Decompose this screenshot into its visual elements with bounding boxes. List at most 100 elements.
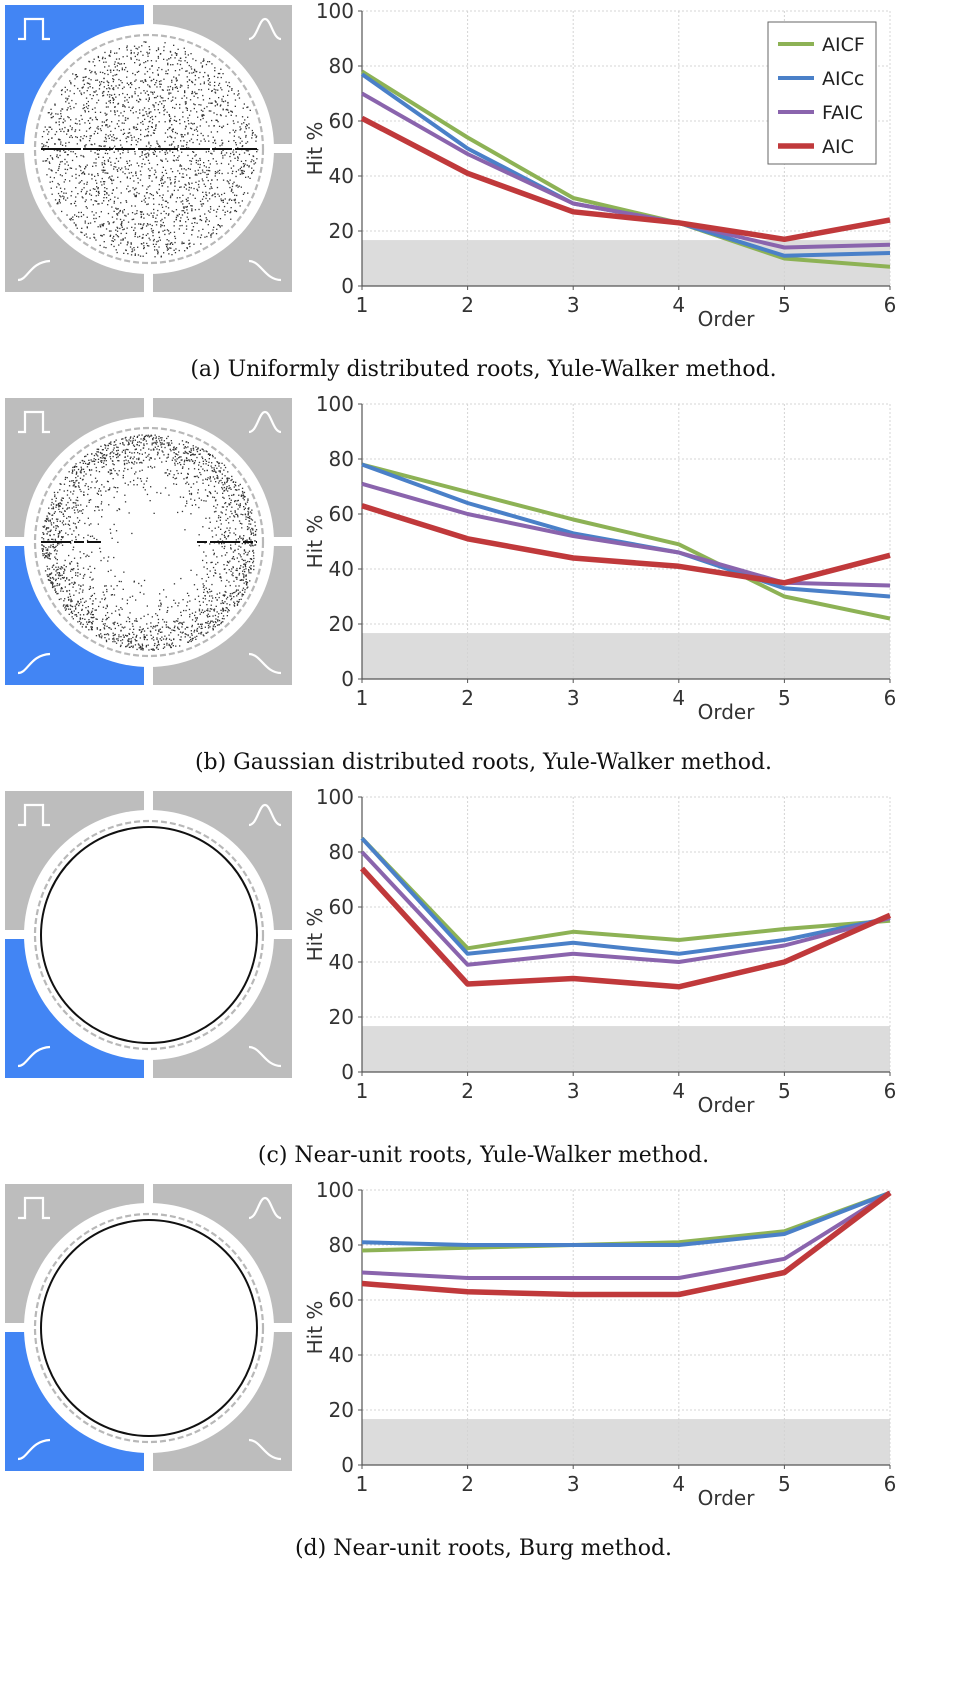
panel-graphics: 0 20 40 60 80 100 1 2 3 4 5 6 Order Hit % AICF AICc FAIC… [5, 0, 896, 331]
y-tick-label: 0 [341, 667, 354, 691]
series-line-faic [361, 1191, 892, 1280]
unit-circle-backdrop [24, 810, 274, 1060]
bell-curve-path [248, 1196, 282, 1220]
unit-circle-outline [33, 819, 265, 1051]
bell-curve-path [248, 410, 282, 434]
s-curve-icon [17, 259, 51, 282]
x-tick-label: 2 [461, 1079, 474, 1103]
half-bell-icon [248, 1438, 282, 1461]
rect-pulse-path [18, 803, 50, 827]
y-tick-label: 80 [329, 447, 354, 471]
legend-label-faic: FAIC [822, 102, 863, 124]
y-tick-label: 40 [329, 164, 354, 188]
series-line-faic [361, 91, 891, 250]
y-tick-label: 60 [329, 109, 354, 133]
unit-circle-outline [33, 426, 265, 658]
y-tick-label: 20 [329, 219, 354, 243]
figure-caption: (d) Near-unit roots, Burg method. [294, 1536, 673, 1561]
half-bell-icon [248, 1045, 282, 1068]
series-line-aic [360, 115, 891, 243]
root-scatter [41, 434, 258, 651]
line-chart: 0 20 40 60 80 100 1 2 3 4 5 6 Order Hit % [303, 786, 896, 1117]
root-distribution-diagram [5, 398, 292, 685]
x-tick-label: 5 [778, 1079, 791, 1103]
y-tick-label: 100 [316, 786, 354, 809]
y-tick-label: 100 [316, 393, 354, 416]
y-tick-label: 40 [329, 950, 354, 974]
half-bell-icon [248, 652, 282, 675]
line-chart: 0 20 40 60 80 100 1 2 3 4 5 6 Order Hit % [303, 1179, 896, 1510]
bell-curve-path [248, 17, 282, 41]
x-tick-label: 6 [884, 1079, 897, 1103]
y-axis-label: Hit % [303, 1301, 327, 1355]
figure-panel-b: 0 20 40 60 80 100 1 2 3 4 5 6 Order Hit % (b) Gaussian… [0, 393, 967, 815]
panel-graphics: 0 20 40 60 80 100 1 2 3 4 5 6 Order Hit % [5, 393, 896, 724]
x-tick-label: 1 [356, 686, 369, 710]
y-tick-label: 0 [341, 1453, 354, 1477]
rect-pulse-path [18, 1196, 50, 1220]
x-tick-label: 6 [884, 293, 897, 317]
series-line-aicf [361, 462, 891, 621]
rect-pulse-path [18, 410, 50, 434]
series-line-aic [361, 503, 891, 586]
s-curve-path [17, 259, 51, 282]
y-tick-label: 100 [316, 0, 354, 23]
half-bell-path [248, 259, 282, 282]
bell-curve-icon [248, 410, 282, 434]
x-tick-label: 4 [672, 1472, 685, 1496]
x-tick-label: 5 [778, 293, 791, 317]
bell-curve-icon [248, 803, 282, 827]
half-bell-icon [248, 259, 282, 282]
x-axis-label: Order [698, 1486, 756, 1510]
half-bell-path [248, 1045, 282, 1068]
x-tick-label: 5 [778, 1472, 791, 1496]
figure-caption: (b) Gaussian distributed roots, Yule-Wal… [194, 750, 773, 775]
line-chart: 0 20 40 60 80 100 1 2 3 4 5 6 Order Hit % AICF AICc FAIC… [303, 0, 896, 331]
y-tick-label: 0 [341, 274, 354, 298]
s-curve-path [17, 1045, 51, 1068]
y-tick-label: 80 [329, 840, 354, 864]
panel-graphics: 0 20 40 60 80 100 1 2 3 4 5 6 Order Hit % [5, 786, 896, 1117]
rect-pulse-icon [18, 410, 50, 434]
panel-graphics: 0 20 40 60 80 100 1 2 3 4 5 6 Order Hit % [5, 1179, 896, 1510]
x-tick-label: 1 [356, 1079, 369, 1103]
legend-label-aicc: AICc [822, 68, 864, 90]
x-axis-label: Order [698, 700, 756, 724]
s-curve-icon [17, 1045, 51, 1068]
x-tick-label: 6 [884, 686, 897, 710]
half-bell-path [248, 652, 282, 675]
root-distribution-diagram [5, 5, 292, 292]
root-distribution-diagram [5, 791, 292, 1078]
x-tick-label: 5 [778, 686, 791, 710]
figure-caption: (a) Uniformly distributed roots, Yule-Wa… [190, 357, 777, 382]
unit-circle-outline [33, 33, 265, 265]
figure-panel-c: 0 20 40 60 80 100 1 2 3 4 5 6 Order Hit % (c) Near-uni… [0, 786, 967, 1208]
bell-curve-icon [248, 17, 282, 41]
x-tick-label: 4 [672, 1079, 685, 1103]
series-line-aicc [361, 1190, 891, 1247]
x-tick-label: 3 [567, 686, 580, 710]
chance-level-band [362, 1026, 890, 1072]
rect-pulse-icon [18, 1196, 50, 1220]
y-axis-label: Hit % [303, 908, 327, 962]
y-axis-label: Hit % [303, 122, 327, 176]
y-tick-label: 40 [329, 557, 354, 581]
bell-curve-path [248, 803, 282, 827]
series-line-aicc [360, 836, 891, 956]
s-curve-path [17, 652, 51, 675]
rect-pulse-icon [18, 803, 50, 827]
y-tick-label: 60 [329, 895, 354, 919]
series-line-aicf [360, 836, 891, 951]
y-tick-label: 100 [316, 1179, 354, 1202]
y-tick-label: 80 [329, 54, 354, 78]
line-chart: 0 20 40 60 80 100 1 2 3 4 5 6 Order Hit % [303, 393, 896, 724]
root-distribution-diagram [5, 1184, 292, 1471]
series-line-faic [360, 850, 891, 967]
chance-level-band [362, 1419, 890, 1465]
y-tick-label: 20 [329, 1005, 354, 1029]
y-tick-label: 60 [329, 1288, 354, 1312]
y-axis-label: Hit % [303, 515, 327, 569]
unit-circle-backdrop [24, 1203, 274, 1453]
chance-level-band [362, 633, 890, 679]
y-tick-label: 60 [329, 502, 354, 526]
